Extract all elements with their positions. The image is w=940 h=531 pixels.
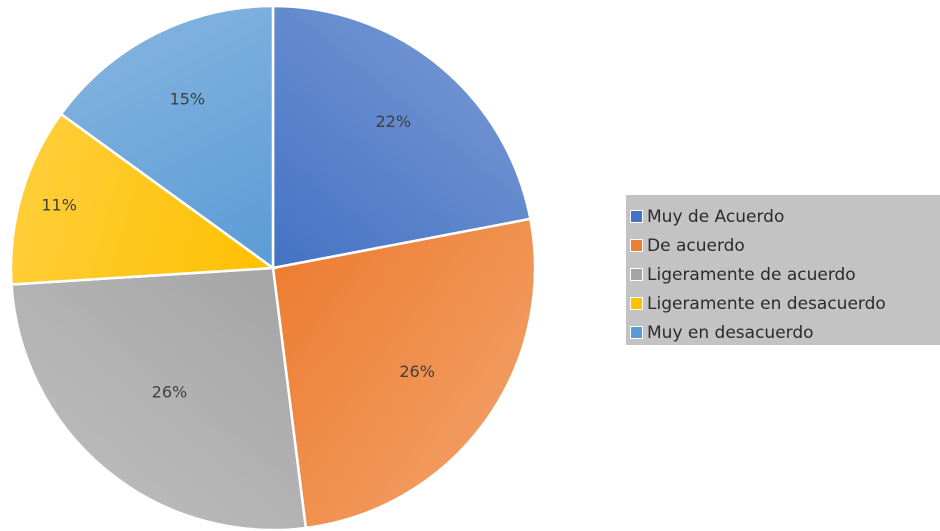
data-label: 22% bbox=[375, 112, 411, 131]
legend-label: Ligeramente de acuerdo bbox=[647, 264, 856, 285]
legend-swatch bbox=[630, 268, 643, 281]
legend-swatch bbox=[630, 326, 643, 339]
legend-swatch bbox=[630, 297, 643, 310]
data-label: 26% bbox=[399, 362, 435, 381]
legend: Muy de Acuerdo De acuerdo Ligeramente de… bbox=[626, 195, 940, 345]
pie-slice-muy-de-acuerdo bbox=[271, 4, 532, 270]
legend-item-muy-de-acuerdo: Muy de Acuerdo bbox=[630, 202, 940, 231]
legend-label: De acuerdo bbox=[647, 235, 745, 256]
legend-swatch bbox=[630, 239, 643, 252]
legend-swatch bbox=[630, 210, 643, 223]
pie-slice-de-acuerdo bbox=[271, 217, 537, 530]
data-label: 15% bbox=[170, 89, 206, 108]
pie-slice-ligeramente-en-desacuerdo bbox=[9, 112, 277, 286]
data-label: 11% bbox=[41, 195, 77, 214]
legend-item-ligeramente-en-desacuerdo: Ligeramente en desacuerdo bbox=[630, 289, 940, 318]
legend-item-muy-en-desacuerdo: Muy en desacuerdo bbox=[630, 318, 940, 347]
pie-slices bbox=[9, 4, 537, 531]
legend-item-de-acuerdo: De acuerdo bbox=[630, 231, 940, 260]
pie-data-labels: 22% 26% 26% 11% 15% bbox=[41, 89, 435, 401]
pie-slice-muy-en-desacuerdo bbox=[59, 4, 275, 271]
legend-label: Ligeramente en desacuerdo bbox=[647, 293, 886, 314]
legend-label: Muy en desacuerdo bbox=[647, 322, 814, 343]
pie-slice-ligeramente-de-acuerdo bbox=[10, 266, 308, 531]
data-label: 26% bbox=[152, 383, 188, 402]
legend-label: Muy de Acuerdo bbox=[647, 206, 785, 227]
legend-item-ligeramente-de-acuerdo: Ligeramente de acuerdo bbox=[630, 260, 940, 289]
